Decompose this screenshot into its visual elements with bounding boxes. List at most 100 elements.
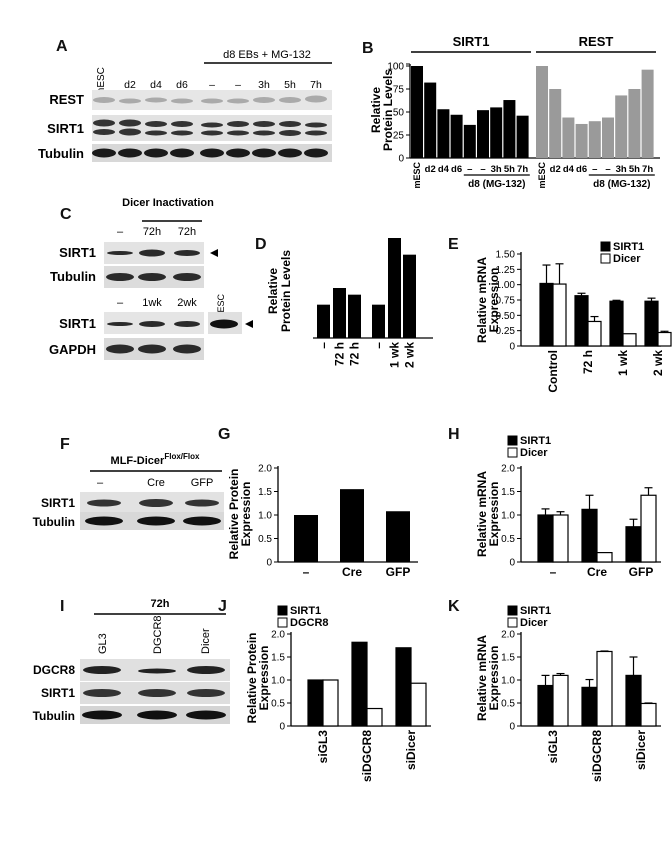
- y-tick-label: 0: [279, 722, 285, 733]
- x-tick-label: mESC: [412, 162, 422, 189]
- y-tick-label: 0.75: [496, 296, 516, 307]
- lane-label: –: [117, 297, 124, 309]
- legend-label: Dicer: [520, 447, 548, 459]
- bar: [348, 294, 361, 338]
- y-tick-label: 1.0: [258, 511, 272, 522]
- x-tick-label: 2 wk: [403, 342, 417, 368]
- bar: [644, 300, 659, 347]
- y-axis-label: Expression: [487, 646, 501, 711]
- bar: [537, 514, 554, 563]
- x-tick-label: Cre: [342, 565, 362, 579]
- bar: [477, 110, 489, 158]
- y-tick-label: 2.0: [258, 464, 272, 475]
- y-axis-label: Relative: [266, 268, 280, 314]
- y-tick-label: 0.5: [501, 699, 515, 710]
- bar: [294, 515, 318, 562]
- x-tick-label: d4: [438, 164, 450, 175]
- panel-label-d: D: [255, 236, 267, 253]
- lane-label: 2wk: [177, 297, 197, 309]
- blot-panel-i: 72h GL3 DGCR8 Dicer DGCR8 SIRT1 Tubulin: [33, 598, 230, 724]
- legend-label: Dicer: [520, 617, 548, 629]
- legend-swatch: [507, 435, 518, 446]
- y-axis-label: Expression: [487, 482, 501, 547]
- lane-label: GFP: [191, 477, 214, 489]
- group-label: d8 (MG-132): [593, 179, 650, 190]
- legend-label: Dicer: [613, 253, 641, 265]
- series-title: SIRT1: [453, 34, 490, 49]
- chart-panel-d: Relative Protein Levels– 72 h 72 h –1 wk 2 wk: [266, 238, 433, 368]
- legend-swatch: [507, 605, 518, 616]
- y-tick-label: 1.5: [501, 653, 515, 664]
- blot-row-label: Tubulin: [50, 269, 96, 284]
- lane-label: DGCR8: [152, 615, 164, 654]
- x-tick-label: –: [550, 565, 557, 579]
- bar: [596, 650, 613, 727]
- x-tick-label: 72 h: [348, 342, 362, 366]
- blot-header: 72h: [151, 598, 170, 610]
- bar: [596, 551, 613, 563]
- y-tick-label: 50: [393, 108, 405, 119]
- y-tick-label: 0: [509, 342, 515, 353]
- bar: [450, 114, 463, 158]
- bar: [386, 511, 410, 562]
- blot-row-label: Tubulin: [33, 709, 75, 723]
- y-tick-label: 0.50: [496, 311, 516, 322]
- x-tick-label: 5h: [629, 164, 640, 175]
- chart-panel-e: 0 0.25 0.50 0.75 1.00 1.25 1.50 Relative mRNAEx…: [475, 241, 672, 393]
- y-axis-label: Protein Levels: [279, 250, 293, 332]
- y-tick-label: 0.5: [258, 534, 272, 545]
- lane-label: 7h: [310, 79, 322, 91]
- y-axis-label: Protein Levels: [381, 69, 395, 151]
- y-tick-label: 2.0: [501, 464, 515, 475]
- bar: [411, 66, 423, 158]
- x-tick-label: –: [303, 565, 310, 579]
- x-tick-label: 2 wk: [651, 350, 665, 376]
- x-tick-label: 7h: [642, 164, 653, 175]
- y-tick-label: 1.5: [271, 653, 285, 664]
- bar: [625, 526, 642, 563]
- bar: [372, 304, 385, 338]
- x-tick-label: 72 h: [333, 342, 347, 366]
- bar: [640, 494, 657, 563]
- y-axis-label: Relative mRNA: [475, 257, 489, 343]
- y-tick-label: 1.25: [496, 265, 516, 276]
- bar: [463, 124, 476, 158]
- y-axis-label: Expression: [257, 646, 271, 711]
- lane-label: d4: [150, 79, 162, 91]
- bar: [340, 489, 364, 562]
- legend-swatch: [600, 253, 611, 264]
- bar: [552, 283, 567, 347]
- y-tick-label: 100: [387, 62, 404, 73]
- x-tick-label: –: [592, 164, 597, 175]
- blot-panel-a: mESC d2 d4 d6 d8 EBs + MG-132 – – 3h 5h …: [38, 49, 332, 162]
- x-tick-label: GFP: [629, 565, 654, 579]
- bar: [333, 288, 346, 338]
- y-axis-label: Relative Protein: [227, 469, 241, 560]
- lane-label: 5h: [284, 79, 296, 91]
- group-label: d8 (MG-132): [468, 179, 525, 190]
- x-tick-label: 3h: [616, 164, 627, 175]
- bar: [575, 123, 588, 158]
- y-tick-label: 0: [266, 558, 272, 569]
- panel-label-e: E: [448, 236, 459, 253]
- y-tick-label: 1.5: [258, 487, 272, 498]
- y-tick-label: 0: [398, 154, 404, 165]
- bar: [351, 641, 368, 727]
- legend-swatch: [507, 447, 518, 458]
- blot-panel-f: MLF-DicerFlox/Flox – Cre GFP SIRT1 Tubul…: [33, 452, 224, 530]
- x-tick-label: d2: [425, 164, 436, 175]
- y-tick-label: 1.0: [501, 511, 515, 522]
- y-axis-label: Expression: [487, 268, 501, 333]
- lane-label: d6: [176, 79, 188, 91]
- x-tick-label: siDicer: [634, 730, 648, 770]
- x-tick-label: GFP: [386, 565, 411, 579]
- x-tick-label: siGL3: [546, 730, 560, 764]
- panel-label-c: C: [60, 206, 72, 223]
- bar: [366, 707, 383, 727]
- panel-label-b: B: [362, 40, 374, 57]
- bar: [625, 674, 642, 727]
- bar: [395, 647, 412, 727]
